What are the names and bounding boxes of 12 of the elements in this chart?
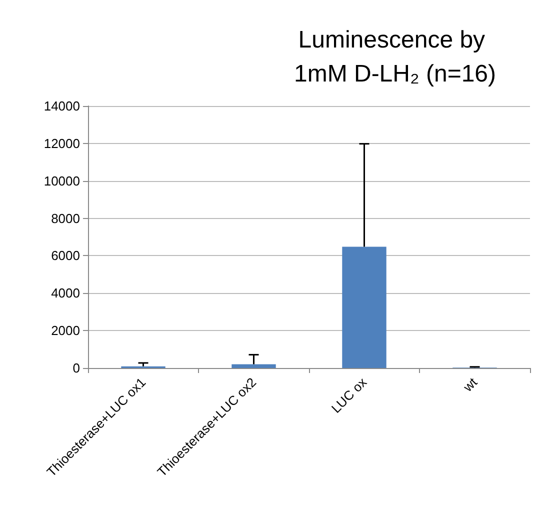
y-tick-label: 0	[72, 360, 80, 376]
bar	[232, 364, 276, 368]
y-tick-label: 14000	[44, 98, 80, 114]
y-tick-label: 2000	[51, 323, 80, 338]
y-tick-label: 8000	[51, 210, 80, 226]
bar	[342, 246, 386, 368]
y-tick-label: 10000	[44, 173, 80, 188]
x-tick-label: wt	[460, 374, 480, 396]
chart-title: Luminescence by 1mM D-LH₂ (n=16)	[294, 26, 496, 88]
y-tick-label: 6000	[51, 248, 80, 264]
y-tick-label: 4000	[51, 286, 80, 301]
y-tick-label: 12000	[44, 136, 80, 151]
